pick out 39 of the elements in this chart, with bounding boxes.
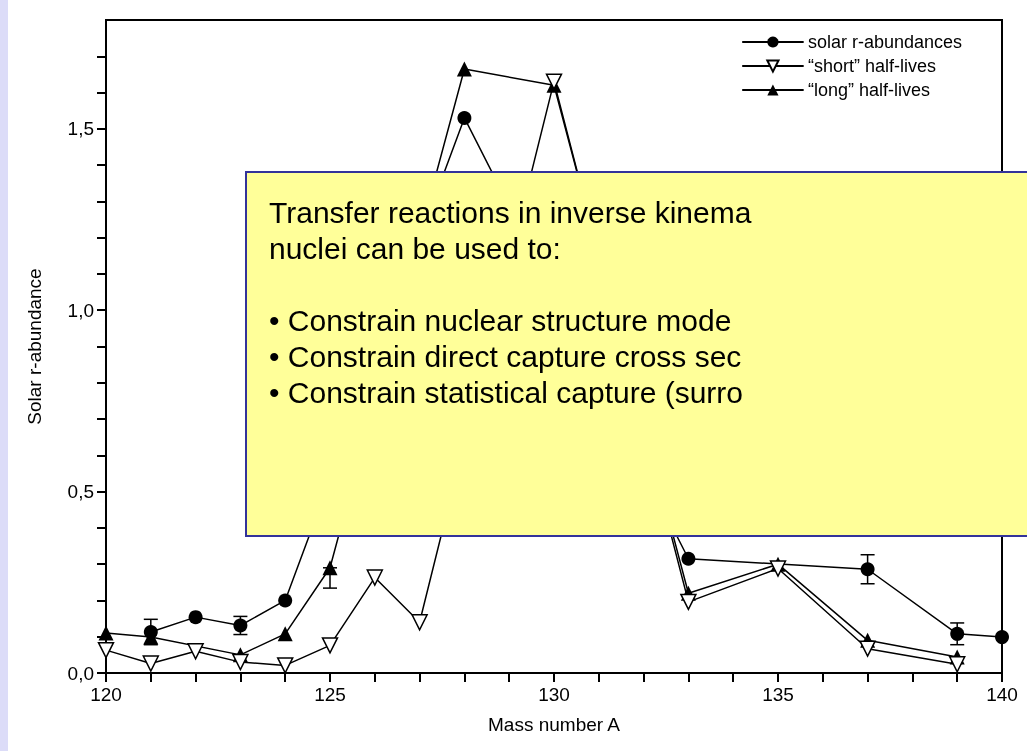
point [769, 560, 787, 577]
point [232, 653, 249, 671]
legend-label: solar r-abundances [807, 32, 962, 52]
point [545, 73, 563, 90]
x-tick-label: 140 [986, 684, 1018, 705]
y-tick-label: 0,5 [67, 481, 94, 503]
y-tick-label: 1,5 [67, 118, 94, 140]
x-tick-label: 135 [762, 684, 794, 705]
annotation: • Constrain direct capture cross sec [269, 339, 743, 375]
point [680, 593, 697, 611]
point [188, 610, 203, 625]
point [411, 613, 428, 631]
annotation: • Constrain nuclear structure mode [269, 303, 733, 339]
annotation: nuclei can be used to: [269, 231, 562, 267]
point [277, 626, 293, 642]
x-axis-title: Mass number A [488, 714, 621, 735]
point [681, 551, 696, 566]
x-tick-label: 125 [314, 684, 346, 705]
y-tick-label: 0,0 [67, 662, 94, 684]
point [859, 640, 876, 657]
point [97, 641, 115, 659]
y-axis-title: Solar r-abundance [24, 268, 45, 425]
y-tick-label: 1,0 [67, 299, 94, 321]
point [366, 569, 384, 586]
point [321, 637, 339, 654]
x-tick-label: 120 [90, 684, 122, 705]
point [995, 630, 1009, 645]
point [948, 656, 966, 673]
point [456, 61, 472, 77]
point [457, 110, 472, 125]
annotation: • Constrain statistical capture (surro [269, 375, 744, 411]
point [278, 593, 293, 608]
point [187, 642, 204, 660]
annotation: Transfer reactions in inverse kinema [269, 195, 753, 231]
point [276, 657, 294, 674]
x-tick-label: 130 [538, 684, 570, 705]
legend-label: “short” half-lives [807, 56, 936, 76]
point [142, 655, 160, 672]
legend-label: “long” half-lives [807, 80, 930, 100]
